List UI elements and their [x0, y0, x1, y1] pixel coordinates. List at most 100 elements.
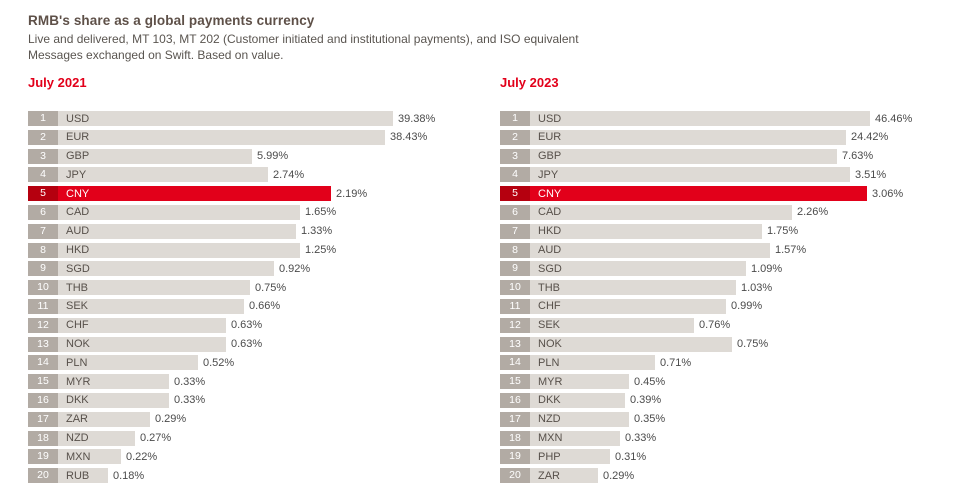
currency-label: ZAR: [66, 413, 88, 426]
value-bar: ZAR: [58, 411, 150, 427]
currency-label: CHF: [538, 300, 561, 313]
value-label: 1.57%: [775, 244, 807, 257]
chart-row: 2 EUR 38.43%: [28, 129, 500, 145]
rank-badge: 13: [500, 336, 530, 352]
value-bar: PLN: [58, 355, 198, 371]
rank-badge: 2: [500, 129, 530, 145]
report-header: RMB's share as a global payments currenc…: [0, 0, 978, 63]
rank-badge: 11: [500, 298, 530, 314]
currency-label: MXN: [538, 432, 563, 445]
value-label: 38.43%: [390, 131, 428, 144]
currency-label: HKD: [538, 225, 562, 238]
chart-row: 18 MXN 0.33%: [500, 430, 972, 446]
currency-label: PLN: [66, 356, 88, 369]
value-label: 0.33%: [174, 375, 206, 388]
value-bar: MXN: [530, 430, 620, 446]
subtitle: Live and delivered, MT 103, MT 202 (Cust…: [28, 31, 978, 63]
chart-row: 7 AUD 1.33%: [28, 223, 500, 239]
value-label: 0.29%: [155, 413, 187, 426]
value-bar: AUD: [530, 242, 770, 258]
currency-label: ZAR: [538, 469, 560, 482]
value-bar: MXN: [58, 449, 121, 465]
rank-badge: 3: [28, 148, 58, 164]
value-bar: THB: [58, 280, 250, 296]
chart-row: 14 PLN 0.71%: [500, 355, 972, 371]
value-label: 1.25%: [305, 244, 337, 257]
currency-label: CAD: [538, 206, 562, 219]
chart-row: 5 CNY 3.06%: [500, 186, 972, 202]
rank-badge: 6: [28, 204, 58, 220]
value-bar: PLN: [530, 355, 655, 371]
value-bar: CNY: [58, 186, 331, 202]
chart-row: 13 NOK 0.63%: [28, 336, 500, 352]
chart-row: 10 THB 1.03%: [500, 280, 972, 296]
value-bar: SEK: [58, 298, 244, 314]
chart-row: 6 CAD 1.65%: [28, 204, 500, 220]
value-bar: SGD: [530, 261, 746, 277]
rank-badge: 5: [500, 186, 530, 202]
value-label: 0.63%: [231, 319, 263, 332]
rank-badge: 9: [28, 261, 58, 277]
chart-title: July 2023: [500, 75, 559, 90]
value-label: 0.66%: [249, 300, 281, 313]
value-bar: GBP: [58, 148, 252, 164]
value-bar: EUR: [58, 129, 385, 145]
currency-label: PHP: [538, 450, 561, 463]
value-bar: NOK: [58, 336, 226, 352]
currency-label: SEK: [66, 300, 89, 313]
rank-badge: 1: [28, 111, 58, 126]
currency-label: CNY: [538, 187, 562, 200]
value-bar: SEK: [530, 317, 694, 333]
value-bar: MYR: [530, 374, 629, 390]
chart-row: 1 USD 46.46%: [500, 111, 972, 126]
rank-badge: 15: [500, 374, 530, 390]
chart-row: 11 SEK 0.66%: [28, 298, 500, 314]
rank-badge: 12: [28, 317, 58, 333]
rank-badge: 17: [28, 411, 58, 427]
currency-label: NZD: [66, 432, 89, 445]
value-bar: RUB: [58, 468, 108, 484]
subtitle-line-1: Live and delivered, MT 103, MT 202 (Cust…: [28, 32, 579, 46]
value-bar: NZD: [530, 411, 629, 427]
currency-label: CHF: [66, 319, 89, 332]
chart-rows: 1 USD 46.46% 2 EUR 24.42% 3 GBP 7.63% 4 …: [500, 111, 972, 484]
value-label: 0.99%: [731, 300, 763, 313]
page-title: RMB's share as a global payments currenc…: [28, 13, 315, 28]
currency-label: DKK: [66, 394, 89, 407]
rank-badge: 6: [500, 204, 530, 220]
chart-row: 3 GBP 5.99%: [28, 148, 500, 164]
charts-container: July 2021 1 USD 39.38% 2 EUR 38.43% 3 GB…: [0, 75, 978, 487]
rank-badge: 10: [28, 280, 58, 296]
currency-label: THB: [538, 281, 560, 294]
chart-row: 15 MYR 0.33%: [28, 374, 500, 390]
value-label: 0.92%: [279, 262, 311, 275]
value-label: 2.74%: [273, 168, 305, 181]
value-label: 0.35%: [634, 413, 666, 426]
rank-badge: 3: [500, 148, 530, 164]
currency-label: NZD: [538, 413, 561, 426]
currency-label: HKD: [66, 244, 90, 257]
value-label: 0.31%: [615, 450, 647, 463]
rank-badge: 20: [28, 468, 58, 484]
chart-row: 16 DKK 0.33%: [28, 392, 500, 408]
value-label: 0.33%: [174, 394, 206, 407]
chart-row: 2 EUR 24.42%: [500, 129, 972, 145]
value-bar: AUD: [58, 223, 296, 239]
chart-row: 9 SGD 1.09%: [500, 261, 972, 277]
currency-label: AUD: [538, 244, 562, 257]
value-label: 0.52%: [203, 356, 235, 369]
currency-label: SEK: [538, 319, 561, 332]
value-bar: NOK: [530, 336, 732, 352]
chart-row: 14 PLN 0.52%: [28, 355, 500, 371]
value-bar: JPY: [58, 167, 268, 183]
rank-badge: 19: [500, 449, 530, 465]
value-label: 0.39%: [630, 394, 662, 407]
value-label: 0.33%: [625, 432, 657, 445]
rank-badge: 8: [28, 242, 58, 258]
value-bar: CHF: [58, 317, 226, 333]
value-label: 0.29%: [603, 469, 635, 482]
currency-label: JPY: [538, 168, 559, 181]
value-label: 0.63%: [231, 338, 263, 351]
chart-row: 8 AUD 1.57%: [500, 242, 972, 258]
value-bar: HKD: [530, 223, 762, 239]
